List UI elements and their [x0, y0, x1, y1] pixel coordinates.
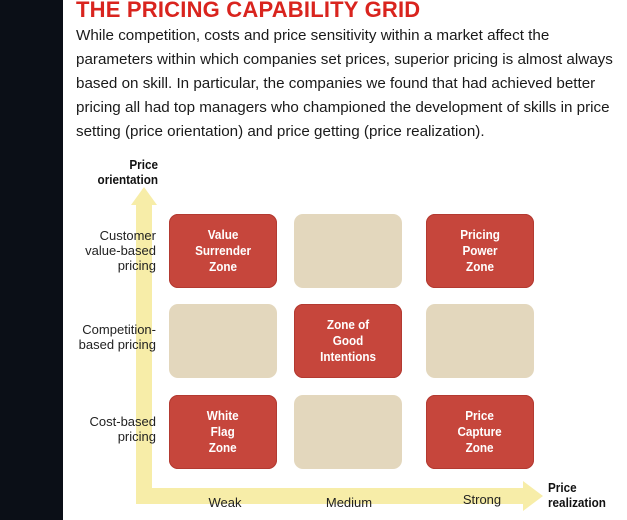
row-label-cost-based: Cost-based pricing [89, 414, 156, 444]
good-intentions-zone: Zone of Good Intentions [294, 304, 402, 378]
empty-cell-strong-competition [426, 304, 534, 378]
y-axis-arrow [131, 187, 157, 502]
page-title: THE PRICING CAPABILITY GRID [76, 0, 421, 22]
col-label-medium: Medium [325, 495, 373, 510]
empty-cell-medium-cost [294, 395, 402, 469]
x-axis-arrow [136, 481, 543, 511]
left-dark-bar [0, 0, 63, 520]
white-flag-zone: White Flag Zone [169, 395, 277, 469]
empty-cell-medium-customer [294, 214, 402, 288]
empty-cell-weak-competition [169, 304, 277, 378]
value-surrender-zone: Value Surrender Zone [169, 214, 277, 288]
row-label-competition: Competition- based pricing [78, 322, 156, 352]
x-axis-title: Price realization [548, 480, 606, 510]
price-capture-zone: Price Capture Zone [426, 395, 534, 469]
intro-paragraph: While competition, costs and price sensi… [76, 27, 613, 140]
y-axis-title: Price orientation [97, 157, 158, 187]
col-label-weak: Weak [208, 495, 242, 510]
pricing-power-zone: Pricing Power Zone [426, 214, 534, 288]
row-label-customer-value: Customer value-based pricing [85, 228, 156, 273]
col-label-strong: Strong [462, 492, 502, 507]
